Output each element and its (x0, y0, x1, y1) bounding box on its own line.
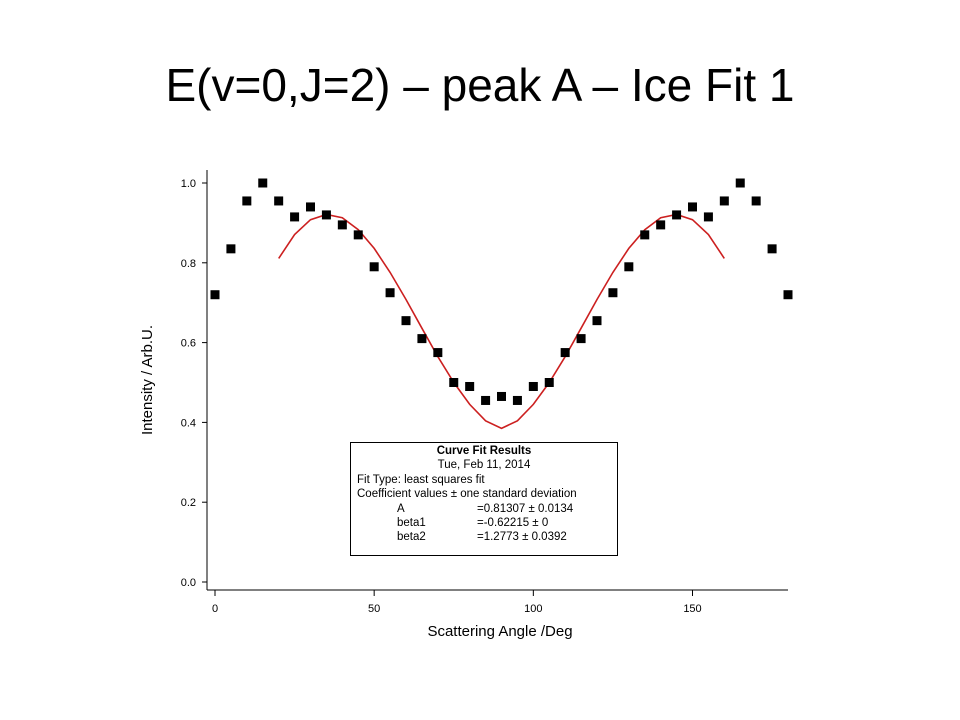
x-axis-title: Scattering Angle /Deg (427, 623, 572, 640)
coef-row-beta1: beta1 =-0.62215 ± 0 (351, 516, 617, 530)
y-tick-label: 1.0 (181, 178, 196, 190)
coef-value: =-0.62215 ± 0 (477, 517, 549, 530)
x-tick-label: 50 (368, 603, 380, 615)
data-points-layer (210, 178, 793, 405)
data-point (481, 395, 491, 405)
data-point (688, 202, 697, 212)
data-point (656, 220, 666, 230)
data-point (640, 230, 650, 240)
data-point (274, 196, 284, 206)
axis-labels: 0.0 0.2 0.4 0.6 0.8 1.0 0 50 100 150 Scattering An… (139, 178, 702, 640)
data-point (735, 178, 745, 188)
x-tick-label: 100 (524, 603, 542, 615)
fit-date: Tue, Feb 11, 2014 (437, 459, 531, 472)
y-tick-label: 0.6 (181, 338, 196, 350)
data-point (576, 334, 586, 344)
data-point (592, 316, 602, 326)
data-point (528, 381, 538, 391)
x-tick-label: 0 (212, 603, 218, 615)
data-point (321, 210, 331, 220)
y-tick-label: 0.2 (181, 497, 196, 509)
coef-value: =0.81307 ± 0.0134 (477, 502, 574, 515)
data-point (497, 391, 506, 401)
data-point (672, 210, 682, 220)
x-tick-label: 150 (683, 603, 701, 615)
data-point (417, 334, 427, 344)
data-point (512, 395, 522, 405)
data-point (465, 381, 475, 391)
data-point (353, 230, 363, 240)
fit-curve (278, 213, 725, 430)
data-point (751, 196, 761, 206)
curve-fit-results-box: Curve Fit Results Tue, Feb 11, 2014 Fit … (350, 442, 618, 556)
data-point (433, 348, 443, 358)
fit-coef-note: Coefficient values ± one standard deviat… (357, 488, 577, 501)
data-point (226, 244, 236, 254)
data-point (242, 196, 252, 206)
y-axis-title: Intensity / Arb.U. (139, 325, 156, 435)
data-point (258, 178, 268, 188)
y-tick-label: 0.8 (181, 258, 196, 270)
data-point (337, 220, 347, 230)
data-point (306, 202, 315, 212)
coef-name: beta2 (397, 531, 426, 544)
data-point (290, 212, 300, 222)
coef-name: A (397, 502, 405, 515)
y-tick-label: 0.0 (181, 577, 196, 589)
data-point (624, 262, 634, 272)
coef-value: =1.2773 ± 0.0392 (477, 531, 567, 544)
data-point (401, 316, 411, 326)
data-point (560, 348, 570, 358)
fit-type: Fit Type: least squares fit (357, 473, 485, 486)
axes (202, 170, 788, 596)
data-point (544, 378, 554, 387)
data-point (449, 378, 459, 387)
data-point (783, 290, 793, 300)
slide-title: E(v=0,J=2) – peak A – Ice Fit 1 (165, 59, 795, 111)
data-point (703, 212, 713, 222)
data-point (608, 288, 618, 298)
data-point (369, 262, 379, 272)
fit-curve-layer (278, 213, 725, 430)
y-tick-label: 0.4 (181, 417, 196, 429)
coef-row-a: A =0.81307 ± 0.0134 (351, 502, 617, 516)
coef-name: beta1 (397, 517, 426, 530)
data-point (210, 290, 220, 300)
data-point (719, 196, 729, 206)
coef-row-beta2: beta2 =1.2773 ± 0.0392 (351, 530, 617, 544)
data-point (385, 288, 395, 298)
data-point (767, 244, 777, 254)
fit-heading: Curve Fit Results (436, 445, 532, 457)
